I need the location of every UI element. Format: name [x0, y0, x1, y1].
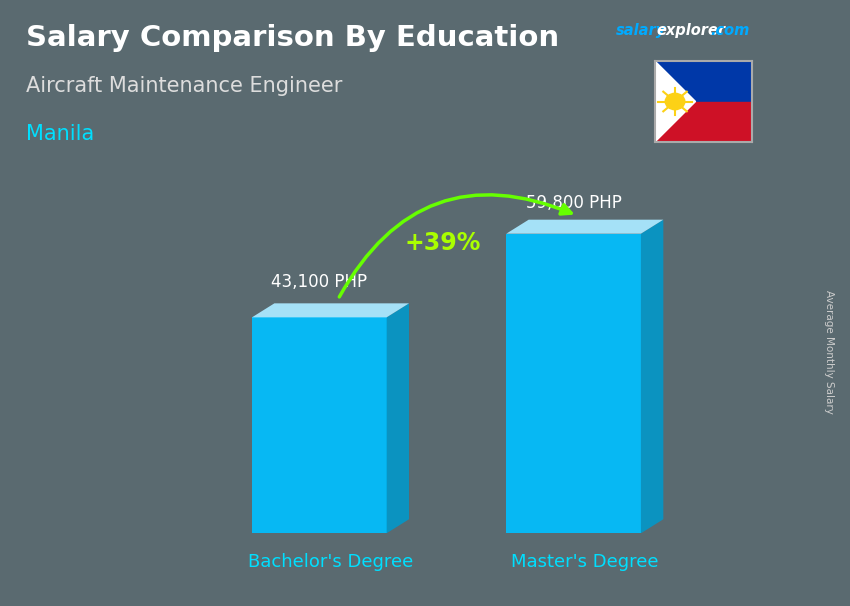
Bar: [654, 61, 752, 101]
Text: Salary Comparison By Education: Salary Comparison By Education: [26, 24, 558, 52]
Polygon shape: [252, 304, 409, 318]
Text: Manila: Manila: [26, 124, 94, 144]
Text: explorer: explorer: [656, 23, 725, 38]
Text: +39%: +39%: [405, 231, 481, 255]
Polygon shape: [641, 220, 663, 533]
Polygon shape: [507, 220, 663, 234]
Text: Master's Degree: Master's Degree: [511, 553, 659, 571]
Text: Bachelor's Degree: Bachelor's Degree: [248, 553, 413, 571]
Text: .com: .com: [711, 23, 750, 38]
Text: 59,800 PHP: 59,800 PHP: [525, 194, 621, 212]
Polygon shape: [507, 234, 641, 533]
Text: 43,100 PHP: 43,100 PHP: [271, 273, 367, 291]
Text: Average Monthly Salary: Average Monthly Salary: [824, 290, 834, 413]
Text: Aircraft Maintenance Engineer: Aircraft Maintenance Engineer: [26, 76, 342, 96]
Polygon shape: [252, 318, 387, 533]
Polygon shape: [387, 304, 409, 533]
Text: salary: salary: [616, 23, 666, 38]
Polygon shape: [654, 61, 695, 142]
Bar: [654, 101, 752, 142]
Circle shape: [666, 93, 685, 110]
